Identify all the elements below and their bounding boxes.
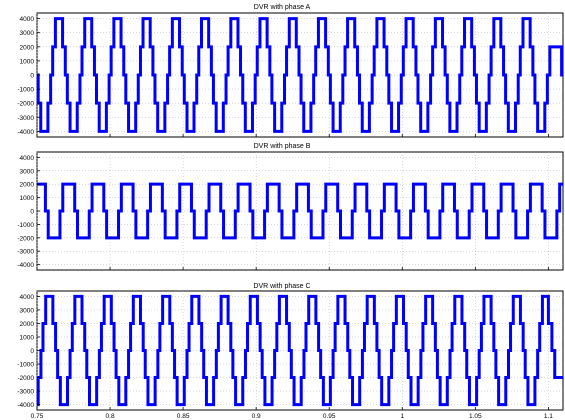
x-tick-label: 0.75 bbox=[31, 413, 44, 420]
y-tick-label: -3000 bbox=[17, 115, 34, 122]
y-tick-label: 3000 bbox=[20, 30, 35, 37]
phase-a-title: DVR with phase A bbox=[254, 4, 311, 11]
phase-c-title: DVR with phase C bbox=[253, 283, 310, 290]
y-tick-label: 2000 bbox=[20, 44, 35, 51]
y-tick-label: -1000 bbox=[17, 87, 34, 94]
x-tick-label: 0.8 bbox=[106, 413, 115, 420]
x-tick-label: 0.9 bbox=[252, 413, 261, 420]
phase-b-panel: DVR with phase B 4000 3000 2000 1000 0 -1000 -… bbox=[17, 143, 564, 271]
y-tick-label: 4000 bbox=[20, 16, 35, 23]
y-tick-label: 0 bbox=[30, 209, 34, 216]
y-tick-label: 4000 bbox=[20, 155, 35, 162]
x-tick-label: 0.85 bbox=[177, 413, 190, 420]
x-tick-label: 0.95 bbox=[323, 413, 336, 420]
y-tick-label: 1000 bbox=[20, 58, 35, 65]
y-tick-label: -4000 bbox=[17, 402, 34, 409]
series-line bbox=[37, 182, 563, 240]
y-tick-label: -1000 bbox=[17, 362, 34, 369]
y-tick-label: -2000 bbox=[17, 375, 34, 382]
y-tick-label: -2000 bbox=[17, 101, 34, 108]
x-tick-label: 1.05 bbox=[469, 413, 482, 420]
phase-c-panel: DVR with phase C 4000 3000 2000 1000 0 -1000 -… bbox=[17, 283, 564, 420]
y-tick-label: -2000 bbox=[17, 235, 34, 242]
phase-b-title: DVR with phase B bbox=[254, 143, 311, 150]
y-tick-label: 1000 bbox=[20, 334, 35, 341]
x-tick-label: 1.1 bbox=[544, 413, 553, 420]
y-tick-label: 1000 bbox=[20, 195, 35, 202]
y-tick-label: -4000 bbox=[17, 129, 34, 136]
y-tick-label: 0 bbox=[30, 73, 34, 80]
y-tick-label: -4000 bbox=[17, 262, 34, 269]
y-tick-label: -1000 bbox=[17, 222, 34, 229]
y-tick-label: -3000 bbox=[17, 249, 34, 256]
phase-a-panel: DVR with phase A 4000 3000 2000 1000 0 -1000 -… bbox=[17, 4, 564, 138]
x-tick-label: 1 bbox=[400, 413, 404, 420]
y-tick-label: 2000 bbox=[20, 182, 35, 189]
y-tick-label: 4000 bbox=[20, 294, 35, 301]
series-line bbox=[36, 294, 563, 407]
y-tick-label: 0 bbox=[30, 348, 34, 355]
y-tick-label: 3000 bbox=[20, 307, 35, 314]
y-tick-label: 2000 bbox=[20, 321, 35, 328]
y-tick-label: 3000 bbox=[20, 168, 35, 175]
series-line bbox=[36, 17, 564, 133]
y-tick-label: -3000 bbox=[17, 389, 34, 396]
